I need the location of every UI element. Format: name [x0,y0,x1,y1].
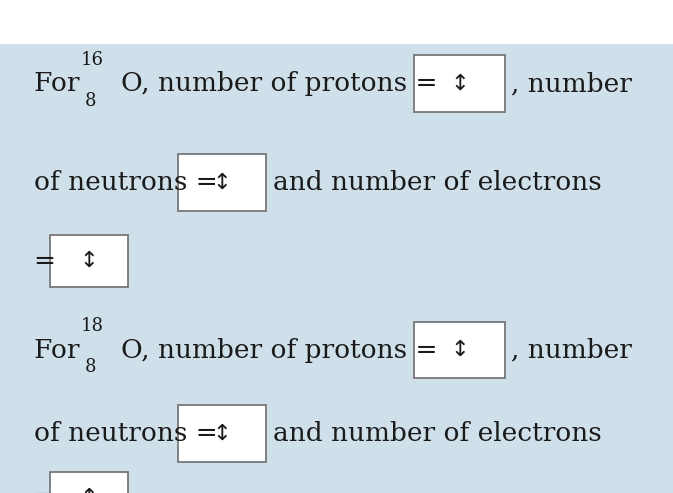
Text: of neutrons =: of neutrons = [34,170,225,195]
FancyBboxPatch shape [414,322,505,379]
FancyBboxPatch shape [414,56,505,112]
Text: ↕: ↕ [450,74,468,94]
Text: 8: 8 [85,358,96,376]
Text: , number: , number [511,71,633,96]
Text: and number of electrons: and number of electrons [273,170,601,195]
Text: ↕: ↕ [80,251,98,271]
Text: 16: 16 [81,51,104,69]
Text: and number of electrons: and number of electrons [273,422,601,446]
Text: =: = [34,486,56,493]
FancyBboxPatch shape [178,154,266,211]
Text: ↕: ↕ [213,424,232,444]
Text: of neutrons =: of neutrons = [34,422,225,446]
Text: =: = [34,249,56,274]
Text: 18: 18 [81,317,104,335]
Text: ↕: ↕ [80,488,98,493]
FancyBboxPatch shape [50,236,128,287]
Text: O, number of protons =: O, number of protons = [121,71,446,96]
FancyBboxPatch shape [178,405,266,462]
Text: , number: , number [511,338,633,362]
Text: For: For [34,338,87,362]
FancyBboxPatch shape [0,0,673,44]
Text: ↕: ↕ [213,173,232,192]
Text: ↕: ↕ [450,340,468,360]
Text: 8: 8 [85,92,96,110]
FancyBboxPatch shape [50,472,128,493]
Text: For: For [34,71,87,96]
Text: O, number of protons =: O, number of protons = [121,338,446,362]
